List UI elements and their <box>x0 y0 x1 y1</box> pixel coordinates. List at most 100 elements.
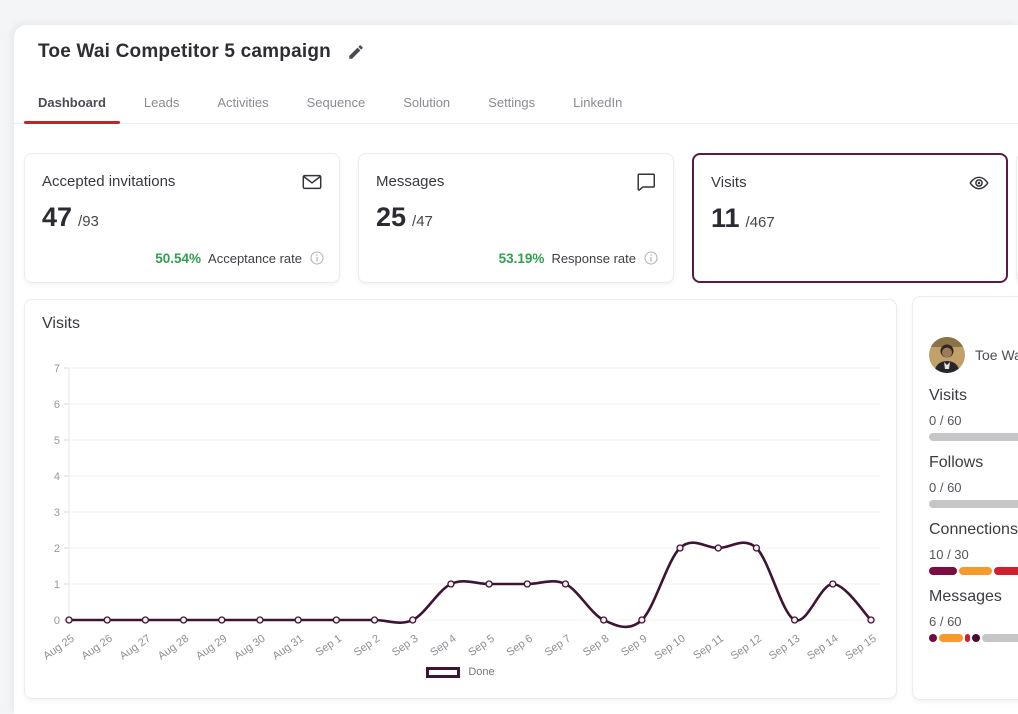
chat-bubble-icon <box>637 173 655 191</box>
svg-text:2: 2 <box>54 543 60 555</box>
tab-linkedin-label: LinkedIn <box>573 95 623 110</box>
info-icon[interactable] <box>309 250 325 266</box>
quota-connections: Connections 10 / 30 <box>929 521 1018 575</box>
quota-follows: Follows 0 / 60 <box>929 454 1018 508</box>
eye-icon <box>969 176 989 190</box>
svg-text:Sep 2: Sep 2 <box>352 633 382 659</box>
tab-leads[interactable]: Leads <box>130 87 193 123</box>
svg-text:Aug 28: Aug 28 <box>156 633 191 663</box>
tab-linkedin[interactable]: LinkedIn <box>559 87 636 123</box>
info-icon[interactable] <box>643 250 659 266</box>
accepted-invitations-card[interactable]: Accepted invitations 47 /93 50.54% Accep… <box>24 153 340 283</box>
svg-text:Aug 31: Aug 31 <box>270 633 305 663</box>
linkedin-quotas-card: Toe Wa Visits 0 / 60 Follows 0 / 60 Conn… <box>912 296 1018 700</box>
svg-text:4: 4 <box>54 471 60 483</box>
quota-follows-label: Follows <box>929 454 984 471</box>
svg-text:Sep 13: Sep 13 <box>767 633 802 663</box>
messages-quota: /47 <box>412 213 433 230</box>
svg-text:Sep 12: Sep 12 <box>729 633 764 663</box>
svg-text:Aug 27: Aug 27 <box>118 633 153 663</box>
quota-messages-value: 6 / 60 <box>929 614 962 629</box>
quota-bar-segment <box>994 567 1018 575</box>
quota-messages: Messages 6 / 60 <box>929 588 1018 642</box>
quota-bar-segment <box>929 634 937 642</box>
quota-follows-bar <box>929 500 1018 508</box>
page-title: Toe Wai Competitor 5 campaign <box>38 41 331 62</box>
quota-connections-label: Connections <box>929 521 1018 538</box>
tab-activities-label: Activities <box>217 95 269 110</box>
svg-text:Sep 1: Sep 1 <box>314 633 344 659</box>
quota-bar-segment <box>929 567 957 575</box>
chart-legend[interactable]: Done <box>25 666 896 678</box>
messages-value: 25 <box>376 202 407 232</box>
svg-text:Aug 30: Aug 30 <box>232 633 267 663</box>
quota-follows-value: 0 / 60 <box>929 480 962 495</box>
accepted-invitations-value: 47 <box>42 202 73 232</box>
quota-messages-bar <box>929 634 1018 642</box>
legend-done-swatch <box>426 666 461 678</box>
quota-connections-bar <box>929 567 1018 575</box>
svg-text:Aug 25: Aug 25 <box>41 633 76 663</box>
svg-text:Sep 4: Sep 4 <box>428 633 458 659</box>
stat-cards-row: Accepted invitations 47 /93 50.54% Accep… <box>24 153 1008 283</box>
response-rate-label: Response rate <box>551 250 636 266</box>
svg-text:Sep 14: Sep 14 <box>805 633 840 663</box>
acceptance-rate-label: Acceptance rate <box>208 250 302 266</box>
tab-dashboard-label: Dashboard <box>38 95 106 110</box>
tab-solution-label: Solution <box>403 95 451 110</box>
envelope-icon <box>302 174 322 190</box>
tab-sequence[interactable]: Sequence <box>293 87 380 123</box>
svg-text:5: 5 <box>54 435 60 447</box>
visits-card[interactable]: Visits 11 /467 <box>692 153 1008 283</box>
legend-done-label: Done <box>468 666 495 678</box>
visits-chart-title: Visits <box>42 315 80 332</box>
user-avatar[interactable] <box>929 337 965 373</box>
edit-pencil-icon[interactable] <box>347 43 365 61</box>
quota-bar-segment <box>929 433 1018 441</box>
visits-chart-card: Visits 0 1 2 3 4 5 6 7 Aug 25 Aug 26 Aug 27 Aug 28 A… <box>24 299 897 699</box>
svg-text:Sep 11: Sep 11 <box>691 633 726 662</box>
svg-text:Sep 6: Sep 6 <box>505 633 535 659</box>
svg-text:7: 7 <box>54 363 60 375</box>
quota-connections-value: 10 / 30 <box>929 547 969 562</box>
quota-user-row: Toe Wa <box>929 337 1018 373</box>
tab-dashboard[interactable]: Dashboard <box>24 87 120 124</box>
accepted-invitations-quota: /93 <box>78 213 99 230</box>
messages-title: Messages <box>376 173 445 190</box>
accepted-invitations-title: Accepted invitations <box>42 173 176 190</box>
tab-sequence-label: Sequence <box>306 95 366 110</box>
quota-bar-segment <box>939 634 963 642</box>
tab-settings-label: Settings <box>488 95 536 110</box>
tab-activities[interactable]: Activities <box>203 87 282 123</box>
svg-text:Sep 10: Sep 10 <box>652 633 687 663</box>
quota-visits-bar <box>929 433 1018 441</box>
svg-text:6: 6 <box>54 399 60 411</box>
svg-text:Sep 5: Sep 5 <box>466 633 496 659</box>
svg-text:0: 0 <box>54 615 60 627</box>
svg-text:Sep 3: Sep 3 <box>390 633 420 659</box>
messages-card[interactable]: Messages 25 /47 53.19% Response rate <box>358 153 674 283</box>
response-rate-value: 53.19% <box>498 250 545 266</box>
svg-text:Aug 29: Aug 29 <box>194 633 229 663</box>
quota-bar-segment <box>959 567 992 575</box>
visits-value: 11 <box>711 203 740 233</box>
visits-quota: /467 <box>745 214 775 231</box>
campaign-panel: Toe Wai Competitor 5 campaign Dashboard … <box>14 25 1018 714</box>
svg-text:Sep 9: Sep 9 <box>619 633 649 659</box>
avatar-photo <box>929 337 965 373</box>
tab-leads-label: Leads <box>143 95 180 110</box>
quota-visits-value: 0 / 60 <box>929 413 962 428</box>
svg-text:Aug 26: Aug 26 <box>79 633 114 663</box>
tab-settings[interactable]: Settings <box>474 87 549 123</box>
quota-bar-segment <box>982 634 1018 642</box>
acceptance-rate-value: 50.54% <box>155 250 202 266</box>
user-name: Toe Wa <box>975 347 1018 363</box>
quota-bar-segment <box>972 634 980 642</box>
svg-text:Sep 15: Sep 15 <box>843 633 878 663</box>
quota-visits: Visits 0 / 60 <box>929 387 1018 441</box>
svg-text:3: 3 <box>54 507 60 519</box>
svg-text:1: 1 <box>54 579 60 591</box>
tab-solution[interactable]: Solution <box>389 87 464 123</box>
quota-messages-label: Messages <box>929 588 1002 605</box>
